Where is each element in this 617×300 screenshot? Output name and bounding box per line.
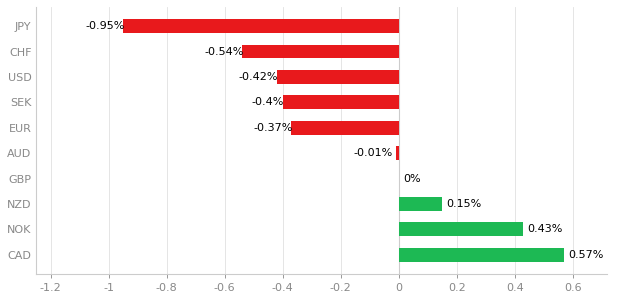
Bar xyxy=(399,223,523,236)
Text: -0.4%: -0.4% xyxy=(252,97,284,107)
Bar xyxy=(291,121,399,135)
Bar xyxy=(242,44,399,58)
Bar xyxy=(396,146,399,160)
Bar xyxy=(399,248,564,262)
Text: -0.95%: -0.95% xyxy=(85,21,125,31)
Text: -0.37%: -0.37% xyxy=(254,123,293,133)
Text: -0.01%: -0.01% xyxy=(354,148,393,158)
Bar xyxy=(399,197,442,211)
Bar xyxy=(277,70,399,84)
Text: 0.15%: 0.15% xyxy=(447,199,482,209)
Bar xyxy=(123,19,399,33)
Text: -0.54%: -0.54% xyxy=(204,46,244,56)
Text: 0.57%: 0.57% xyxy=(568,250,603,260)
Bar xyxy=(283,95,399,109)
Text: -0.42%: -0.42% xyxy=(239,72,278,82)
Text: 0%: 0% xyxy=(403,174,421,184)
Text: 0.43%: 0.43% xyxy=(528,224,563,235)
